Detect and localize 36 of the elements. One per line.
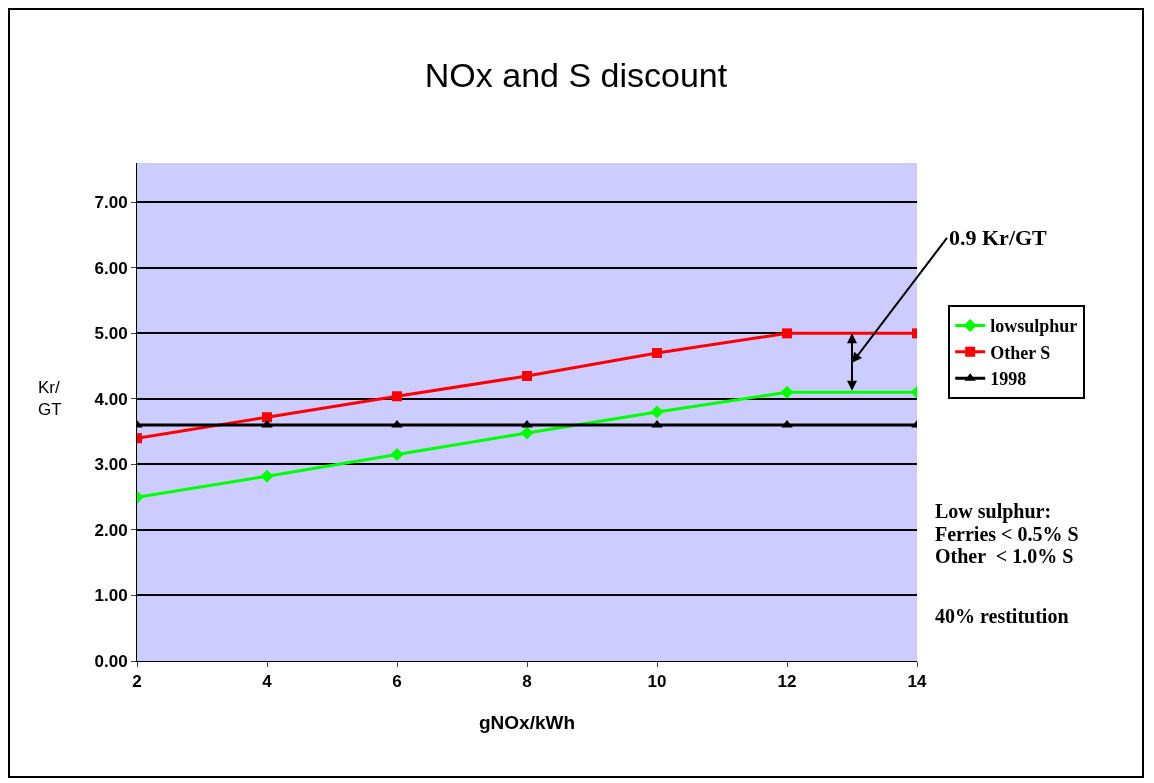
x-tick-label: 6 (392, 672, 402, 692)
point (650, 405, 664, 419)
legend-label: Other S (990, 342, 1051, 363)
text: 0.9 Kr/GT (949, 225, 1048, 250)
y-tick-label: 5.00 (94, 324, 128, 344)
text: Low sulphur: (935, 500, 1052, 523)
x-tick-label: 12 (777, 672, 797, 692)
point (522, 370, 532, 381)
y-tick-label: 4.00 (94, 389, 128, 409)
point (780, 385, 794, 399)
y-tick-label: 2.00 (94, 520, 128, 540)
legend-label: 1998 (990, 369, 1027, 390)
point (520, 426, 534, 440)
x-tick-label: 2 (132, 672, 142, 692)
point (782, 328, 792, 339)
point (390, 448, 404, 462)
y-tick-label: 1.00 (94, 586, 128, 606)
text: 40% restitution (935, 605, 1069, 627)
point (262, 412, 272, 423)
legend-label: lowsulphur (990, 316, 1078, 337)
y-axis-title: Kr/ GT (38, 378, 62, 420)
y-tick-label: 7.00 (94, 193, 128, 213)
chart-title: NOx and S discount (424, 56, 728, 95)
text: Ferries < 0.5% S (935, 523, 1079, 545)
y-tick-label: 0.00 (94, 651, 128, 671)
point (392, 391, 402, 402)
x-tick-label: 14 (907, 672, 927, 692)
x-tick-label: 8 (522, 672, 532, 692)
y-tick-label: 6.00 (94, 258, 128, 278)
point (652, 348, 662, 359)
text: Other < 1.0% S (935, 545, 1074, 567)
x-tick-label: 10 (647, 672, 667, 692)
x-tick-label: 4 (262, 672, 273, 692)
y-tick-label: 3.00 (94, 455, 128, 475)
x-axis-title: gNOx/kWh (478, 712, 576, 734)
point (260, 469, 274, 483)
